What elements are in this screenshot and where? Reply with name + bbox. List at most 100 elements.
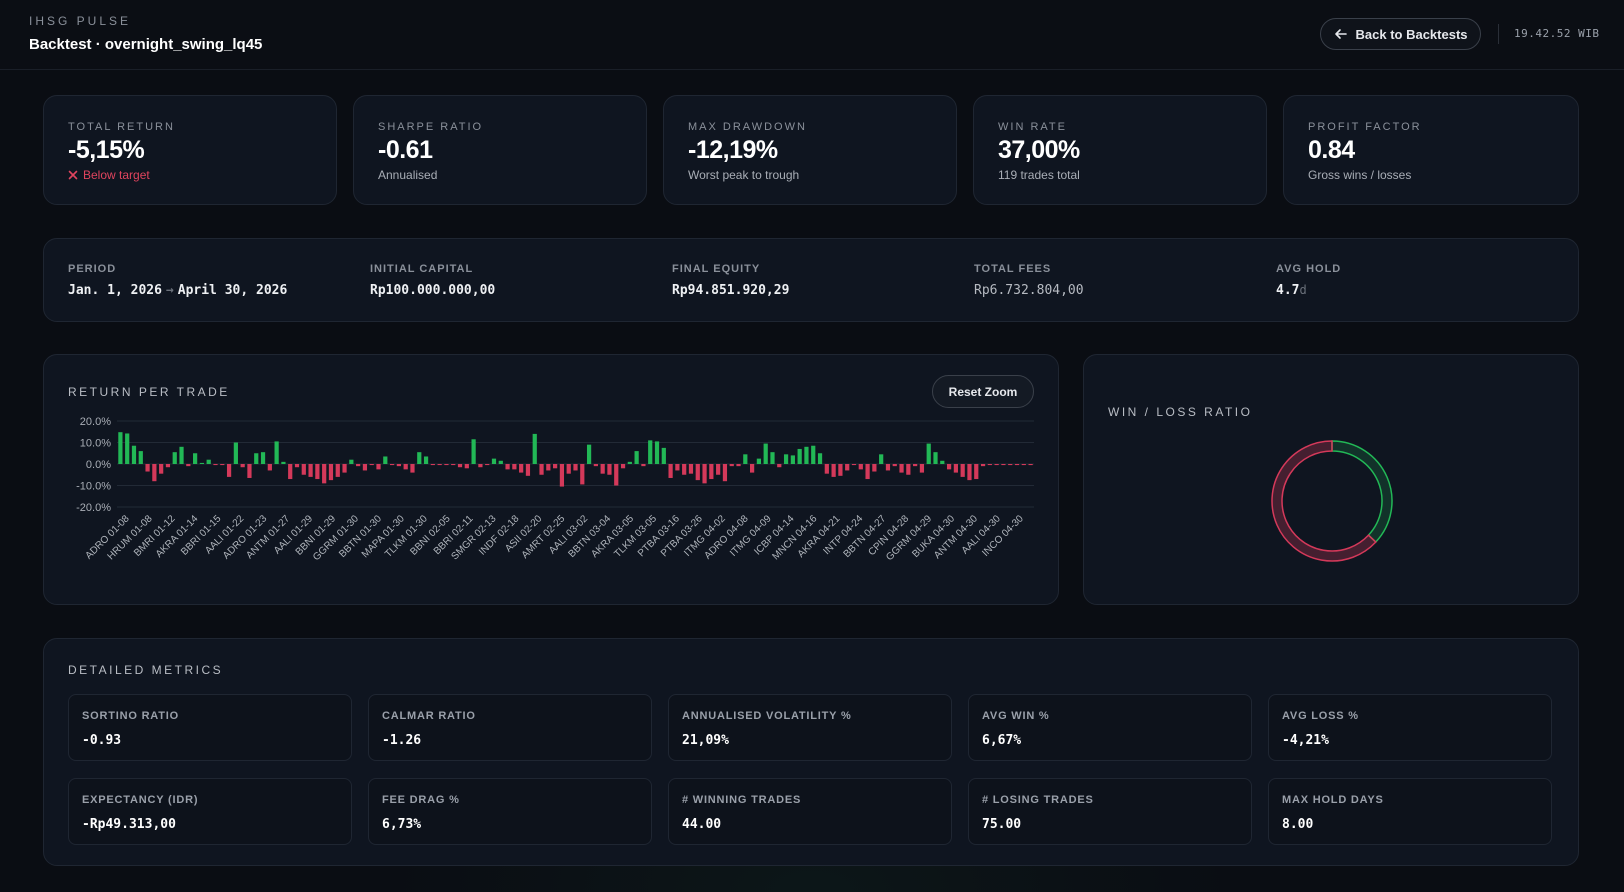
bar[interactable] <box>641 464 646 467</box>
bar[interactable] <box>1014 464 1020 466</box>
bar[interactable] <box>980 464 986 467</box>
bar[interactable] <box>546 464 551 471</box>
bar[interactable] <box>491 458 497 464</box>
bar[interactable] <box>1028 464 1033 466</box>
return-per-trade-chart[interactable]: 20.0%10.0%0.0%-10.0%-20.0%ADRO 01-08HRUM… <box>44 413 1058 603</box>
bar[interactable] <box>607 464 612 475</box>
bar[interactable] <box>240 464 245 468</box>
bar[interactable] <box>553 464 558 469</box>
bar[interactable] <box>396 464 401 467</box>
bar[interactable] <box>267 464 272 471</box>
bar[interactable] <box>389 464 395 466</box>
bar[interactable] <box>464 464 469 469</box>
bar[interactable] <box>226 464 232 477</box>
bar[interactable] <box>349 459 354 464</box>
bar[interactable] <box>145 464 150 472</box>
bar[interactable] <box>580 464 585 485</box>
bar[interactable] <box>926 443 931 464</box>
bar[interactable] <box>539 464 544 475</box>
bar[interactable] <box>335 464 340 477</box>
bar[interactable] <box>974 464 979 480</box>
bar[interactable] <box>457 464 463 468</box>
bar[interactable] <box>634 451 639 464</box>
bar[interactable] <box>403 464 408 470</box>
donut-slice-losses[interactable] <box>1271 440 1377 562</box>
bar[interactable] <box>328 464 334 481</box>
bar[interactable] <box>804 446 809 464</box>
bar[interactable] <box>967 464 972 481</box>
bar[interactable] <box>1008 464 1013 466</box>
bar[interactable] <box>383 456 388 464</box>
bar[interactable] <box>199 462 205 464</box>
bar[interactable] <box>729 464 734 467</box>
bar[interactable] <box>790 455 795 464</box>
bar[interactable] <box>872 464 877 472</box>
bar[interactable] <box>750 464 755 473</box>
bar[interactable] <box>885 464 891 471</box>
bar[interactable] <box>777 464 782 468</box>
bar[interactable] <box>206 459 211 464</box>
bar[interactable] <box>301 464 306 475</box>
bar[interactable] <box>186 464 191 467</box>
bar[interactable] <box>247 464 252 478</box>
bar[interactable] <box>260 452 266 464</box>
bar[interactable] <box>851 464 857 466</box>
bar[interactable] <box>118 432 123 464</box>
bar[interactable] <box>532 433 537 464</box>
back-to-backtests-button[interactable]: Back to Backtests <box>1320 18 1481 50</box>
bar[interactable] <box>315 464 320 480</box>
bar[interactable] <box>933 452 938 464</box>
bar[interactable] <box>152 464 157 482</box>
bar[interactable] <box>668 464 673 478</box>
bar[interactable] <box>478 464 483 468</box>
bar[interactable] <box>953 464 958 473</box>
bar[interactable] <box>525 464 531 476</box>
bar[interactable] <box>919 464 925 473</box>
bar[interactable] <box>131 445 137 464</box>
bar[interactable] <box>138 451 143 464</box>
bar[interactable] <box>505 464 510 470</box>
bar[interactable] <box>858 464 863 470</box>
bar[interactable] <box>987 464 992 466</box>
bar[interactable] <box>879 454 884 464</box>
bar[interactable] <box>994 464 999 466</box>
bar[interactable] <box>899 464 904 473</box>
bar[interactable] <box>294 464 300 468</box>
bar[interactable] <box>654 441 660 464</box>
bar[interactable] <box>165 464 171 468</box>
bar[interactable] <box>845 464 850 471</box>
bar[interactable] <box>709 464 714 480</box>
donut-slice-wins[interactable] <box>1331 440 1393 544</box>
bar[interactable] <box>688 464 694 474</box>
bar[interactable] <box>600 464 605 474</box>
bar[interactable] <box>716 464 721 475</box>
bar[interactable] <box>817 453 823 464</box>
bar[interactable] <box>566 464 571 474</box>
bar[interactable] <box>614 464 619 486</box>
bar[interactable] <box>960 464 965 477</box>
bar[interactable] <box>485 464 490 466</box>
reset-zoom-button[interactable]: Reset Zoom <box>932 375 1034 408</box>
bar[interactable] <box>376 464 381 470</box>
bar[interactable] <box>288 464 293 480</box>
bar[interactable] <box>179 446 184 464</box>
bar[interactable] <box>125 433 130 464</box>
bar[interactable] <box>770 452 775 464</box>
bar[interactable] <box>1001 464 1006 466</box>
bar[interactable] <box>172 452 177 464</box>
bar[interactable] <box>519 464 524 473</box>
bar[interactable] <box>838 464 843 476</box>
bar[interactable] <box>675 464 680 471</box>
bar[interactable] <box>322 464 327 484</box>
bar[interactable] <box>586 444 592 464</box>
bar[interactable] <box>1021 464 1026 466</box>
bar[interactable] <box>159 464 164 474</box>
bar[interactable] <box>702 464 707 484</box>
bar[interactable] <box>362 464 368 471</box>
bar[interactable] <box>356 464 361 467</box>
bar[interactable] <box>682 464 687 475</box>
bar[interactable] <box>824 464 829 474</box>
bar[interactable] <box>410 464 415 473</box>
bar[interactable] <box>763 443 768 464</box>
bar[interactable] <box>430 464 435 466</box>
